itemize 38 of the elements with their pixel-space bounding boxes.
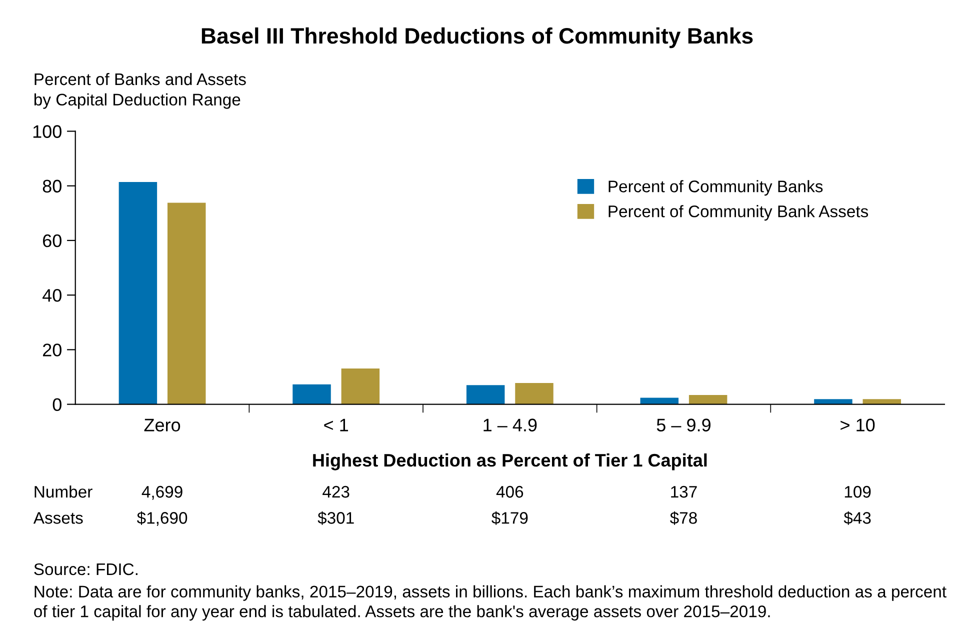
x-tick-label: 1 – 4.9 xyxy=(484,418,537,432)
text: 423 xyxy=(322,486,350,498)
y-tick-label: 0 xyxy=(52,398,62,412)
bar xyxy=(341,368,380,404)
bar xyxy=(292,384,331,404)
text: Number xyxy=(34,485,92,498)
text: $43 xyxy=(844,511,871,525)
text: 137 xyxy=(671,486,697,498)
x-tick-label: < 1 xyxy=(324,418,348,432)
source-note: Source: FDIC. xyxy=(34,563,138,576)
text: 109 xyxy=(844,486,871,498)
x-tick-label: > 10 xyxy=(840,418,875,432)
text: Assets xyxy=(33,512,83,524)
y-tick-label: 40 xyxy=(42,289,62,302)
legend-label: Percent of Community Bank Assets xyxy=(608,205,868,221)
bar xyxy=(466,385,505,404)
x-tick-label: 5 – 9.9 xyxy=(656,418,710,432)
bar xyxy=(688,395,728,404)
y-tick-label: 20 xyxy=(43,344,62,356)
bar xyxy=(118,182,158,404)
y-tick-label: 80 xyxy=(42,180,62,193)
y-tick-label: 60 xyxy=(43,234,62,248)
text: $1,690 xyxy=(136,511,188,526)
legend-label: Percent of Community Banks xyxy=(608,180,823,196)
x-axis-title: Highest Deduction as Percent of Tier 1 Capital xyxy=(313,453,707,470)
bar xyxy=(515,383,554,404)
text: $179 xyxy=(492,511,528,525)
y-tick-label: 100 xyxy=(33,125,62,138)
text: 406 xyxy=(496,486,524,498)
y-axis-title: Percent of Banks and Assets by Capital Deduction Range xyxy=(34,72,246,109)
text: 4,699 xyxy=(142,486,182,500)
bar xyxy=(167,202,206,404)
text: $78 xyxy=(670,511,697,525)
x-tick-label: Zero xyxy=(144,418,180,432)
text: Note: Data are for community banks, 2015–2019, assets in billions. Each bank’s maximum threshold deduction as a percent of tier 1 capital for any year end is tabulated. Assets are the bank's average assets over 2015–2019. xyxy=(34,585,946,621)
text: $301 xyxy=(318,511,354,525)
chart-title: Basel III Threshold Deductions of Community Banks xyxy=(202,27,753,48)
bar xyxy=(640,398,679,404)
